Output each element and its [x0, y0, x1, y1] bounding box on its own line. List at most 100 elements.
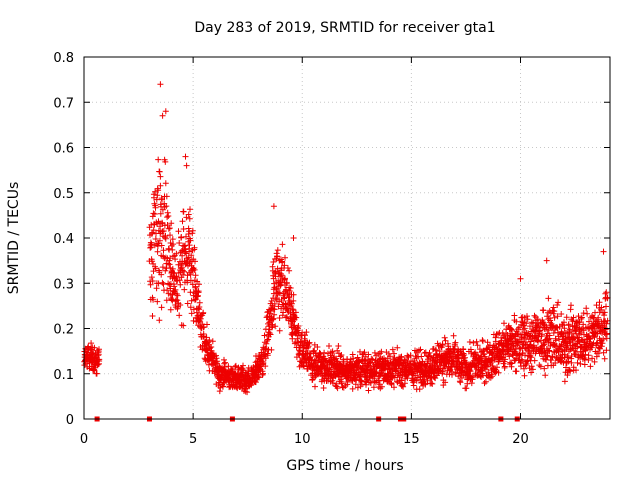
data-point	[252, 379, 259, 386]
data-point	[539, 331, 545, 338]
data-point	[266, 330, 273, 337]
x-tick-label: 15	[403, 432, 420, 447]
data-point	[303, 329, 310, 336]
data-point	[338, 380, 345, 387]
data-point	[200, 333, 207, 340]
data-point	[552, 337, 559, 344]
data-point	[157, 210, 164, 217]
data-point	[528, 363, 535, 370]
data-point	[462, 354, 468, 361]
data-point	[186, 215, 193, 222]
data-point	[292, 309, 299, 316]
data-point	[578, 314, 585, 321]
data-point	[603, 347, 610, 354]
data-point	[282, 314, 289, 321]
data-point	[590, 314, 597, 321]
data-point	[94, 361, 101, 368]
data-point	[356, 359, 363, 365]
data-point	[274, 253, 281, 260]
data-point	[372, 369, 379, 375]
data-point	[184, 279, 191, 286]
data-point	[508, 360, 515, 367]
data-point	[96, 346, 102, 353]
data-point	[191, 266, 198, 273]
data-point	[244, 389, 251, 396]
data-point	[157, 182, 164, 189]
data-point	[433, 372, 440, 379]
data-point	[523, 320, 530, 327]
data-point	[151, 211, 158, 217]
data-point	[278, 272, 285, 279]
data-point	[162, 235, 169, 242]
data-point	[521, 372, 528, 379]
data-point	[150, 296, 157, 303]
data-point	[232, 363, 239, 370]
data-point	[154, 248, 161, 255]
data-point	[541, 365, 548, 372]
data-point	[179, 218, 186, 225]
data-point	[272, 323, 279, 330]
data-point	[196, 299, 203, 306]
data-point	[274, 247, 281, 254]
data-point	[584, 310, 591, 317]
data-point	[601, 312, 608, 319]
data-point	[214, 358, 221, 365]
data-point	[160, 228, 167, 234]
data-point	[176, 312, 183, 319]
data-point	[574, 359, 581, 366]
data-point	[457, 379, 464, 386]
data-point	[263, 340, 270, 347]
x-tick-label: 10	[294, 432, 311, 447]
data-point	[221, 380, 228, 387]
data-point	[293, 314, 300, 321]
data-point	[565, 358, 572, 365]
data-point	[290, 291, 297, 298]
data-point	[521, 325, 528, 332]
data-point	[155, 156, 162, 163]
data-point	[185, 211, 192, 218]
data-point	[470, 339, 477, 346]
data-point	[389, 346, 396, 353]
data-point	[190, 317, 197, 324]
data-point	[88, 340, 95, 347]
data-point	[601, 355, 608, 362]
data-point	[492, 338, 499, 345]
data-point	[187, 206, 193, 213]
data-point	[550, 304, 557, 311]
data-point	[177, 281, 184, 288]
data-points	[81, 81, 611, 422]
data-point	[314, 344, 321, 350]
data-point	[576, 319, 583, 326]
data-point	[298, 338, 305, 345]
x-tick-label: 0	[80, 432, 88, 447]
data-point	[452, 339, 459, 346]
data-point	[537, 327, 543, 334]
data-point	[282, 254, 288, 261]
data-point	[501, 363, 508, 370]
data-point	[158, 242, 165, 249]
data-point	[361, 357, 368, 364]
data-point	[495, 330, 501, 337]
data-point	[297, 339, 304, 345]
data-point	[281, 262, 288, 269]
data-point	[183, 162, 190, 169]
data-point	[282, 275, 288, 282]
data-point	[177, 302, 184, 308]
data-point	[401, 356, 408, 363]
data-point	[600, 248, 607, 255]
y-tick-label: 0.5	[53, 187, 74, 202]
data-point	[186, 248, 193, 255]
data-point	[467, 368, 474, 375]
data-point	[349, 385, 356, 392]
data-point	[262, 363, 269, 370]
data-point	[188, 310, 195, 317]
data-point	[513, 318, 520, 325]
data-point	[302, 332, 308, 339]
data-point	[479, 338, 486, 345]
data-point	[569, 318, 576, 324]
data-point	[350, 355, 357, 362]
data-point	[159, 112, 166, 119]
data-point	[397, 354, 404, 361]
data-point	[155, 187, 162, 194]
chart-title: Day 283 of 2019, SRMTID for receiver gta…	[194, 20, 495, 36]
